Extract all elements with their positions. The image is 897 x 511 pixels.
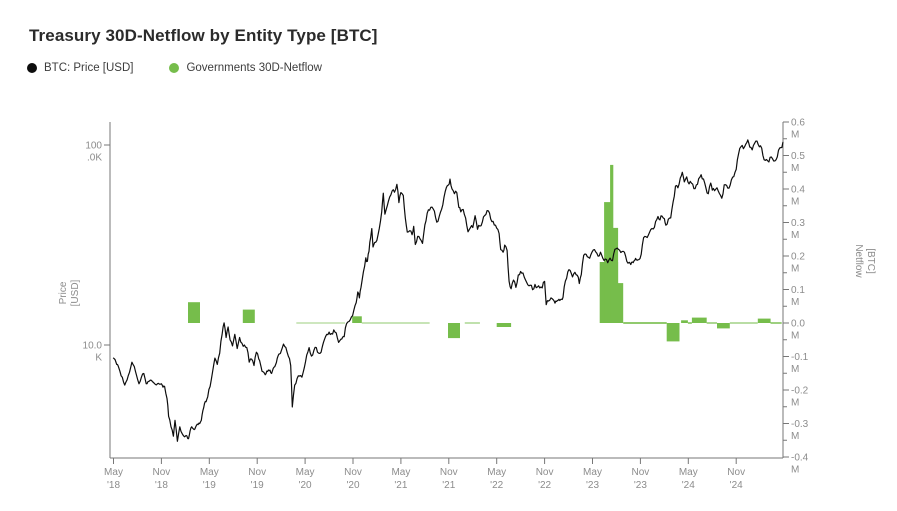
netflow-bar — [496, 323, 512, 327]
netflow-tick-label: M — [791, 230, 799, 241]
netflow-bar — [610, 164, 614, 323]
date-tick-label: '24 — [730, 480, 743, 491]
date-tick-label: Nov — [727, 467, 745, 478]
date-tick-label: May — [583, 467, 602, 478]
legend: BTC: Price [USD] Governments 30D-Netflow — [27, 62, 322, 74]
date-tick-label: Nov — [344, 467, 362, 478]
netflow-tick-label: 0.1 — [791, 285, 805, 296]
date-tick-label: May — [391, 467, 410, 478]
netflow-tick-label: M — [791, 331, 799, 342]
btc-price-line — [112, 139, 784, 442]
netflow-tick-label: M — [791, 465, 799, 476]
netflow-bar — [618, 283, 624, 323]
netflow-tick-label: 0.6 — [791, 118, 805, 129]
date-tick-label: May — [487, 467, 506, 478]
netflow-tick-label: -0.4 — [791, 453, 809, 464]
right-axis-title: Netflow — [853, 244, 864, 278]
date-tick-label: '20 — [346, 480, 359, 491]
netflow-bar — [188, 302, 200, 323]
date-tick-label: '23 — [634, 480, 647, 491]
date-tick-label: '18 — [107, 480, 120, 491]
netflow-tick-label: M — [791, 130, 799, 141]
netflow-bar — [757, 318, 771, 323]
netflow-tick-label: -0.1 — [791, 352, 809, 363]
price-tick-label: .0K — [87, 153, 102, 164]
governments-netflow-legend-marker-icon — [169, 63, 180, 73]
date-tick-label: Nov — [153, 467, 171, 478]
date-tick-label: '21 — [394, 480, 407, 491]
legend-label-governments-netflow: Governments 30D-Netflow — [186, 62, 322, 74]
price-tick-label: 100 — [85, 141, 102, 152]
left-axis-title: Price — [58, 281, 69, 304]
netflow-tick-label: 0.3 — [791, 218, 805, 229]
price-tick-label: 10.0 — [83, 341, 103, 352]
netflow-tick-label: M — [791, 264, 799, 275]
date-tick-label: May — [679, 467, 698, 478]
date-tick-label: Nov — [248, 467, 266, 478]
legend-item-btc-price[interactable]: BTC: Price [USD] — [27, 62, 133, 74]
date-tick-label: Nov — [440, 467, 458, 478]
date-tick-label: Nov — [632, 467, 650, 478]
date-tick-label: '22 — [538, 480, 551, 491]
netflow-tick-label: M — [791, 364, 799, 375]
netflow-bar — [666, 323, 680, 342]
netflow-tick-label: M — [791, 398, 799, 409]
date-tick-label: '18 — [155, 480, 168, 491]
netflow-tick-label: -0.3 — [791, 419, 809, 430]
netflow-tick-label: M — [791, 197, 799, 208]
date-tick-label: '23 — [586, 480, 599, 491]
netflow-bar — [691, 317, 707, 323]
netflow-bar — [604, 202, 613, 323]
netflow-bar — [352, 316, 362, 323]
legend-label-btc-price: BTC: Price [USD] — [44, 62, 134, 74]
netflow-tick-label: M — [791, 297, 799, 308]
date-tick-label: '19 — [203, 480, 216, 491]
date-tick-label: May — [296, 467, 315, 478]
netflow-bar — [242, 309, 255, 323]
netflow-bar — [717, 323, 730, 329]
date-tick-label: '19 — [251, 480, 264, 491]
date-tick-label: '20 — [299, 480, 312, 491]
legend-item-governments-netflow[interactable]: Governments 30D-Netflow — [169, 62, 322, 74]
netflow-tick-label: 0.5 — [791, 151, 805, 162]
netflow-bar — [612, 227, 619, 323]
netflow-tick-label: 0.0 — [791, 319, 805, 330]
date-tick-label: '22 — [490, 480, 503, 491]
left-axis-title: [USD] — [70, 279, 81, 306]
netflow-tick-label: M — [791, 163, 799, 174]
netflow-tick-label: 0.2 — [791, 252, 805, 263]
netflow-bar — [448, 323, 460, 339]
btc-price-legend-marker-icon — [27, 63, 37, 73]
date-tick-label: '24 — [682, 480, 695, 491]
netflow-tick-label: 0.4 — [791, 185, 805, 196]
date-tick-label: May — [104, 467, 123, 478]
date-tick-label: May — [200, 467, 219, 478]
netflow-bar — [681, 320, 688, 323]
date-tick-label: Nov — [536, 467, 554, 478]
chart-title: Treasury 30D-Netflow by Entity Type [BTC… — [29, 26, 378, 45]
right-axis-title: [BTC] — [865, 248, 876, 274]
netflow-tick-label: M — [791, 431, 799, 442]
date-tick-label: '21 — [442, 480, 455, 491]
price-tick-label: K — [95, 353, 102, 364]
netflow-tick-label: -0.2 — [791, 386, 809, 397]
